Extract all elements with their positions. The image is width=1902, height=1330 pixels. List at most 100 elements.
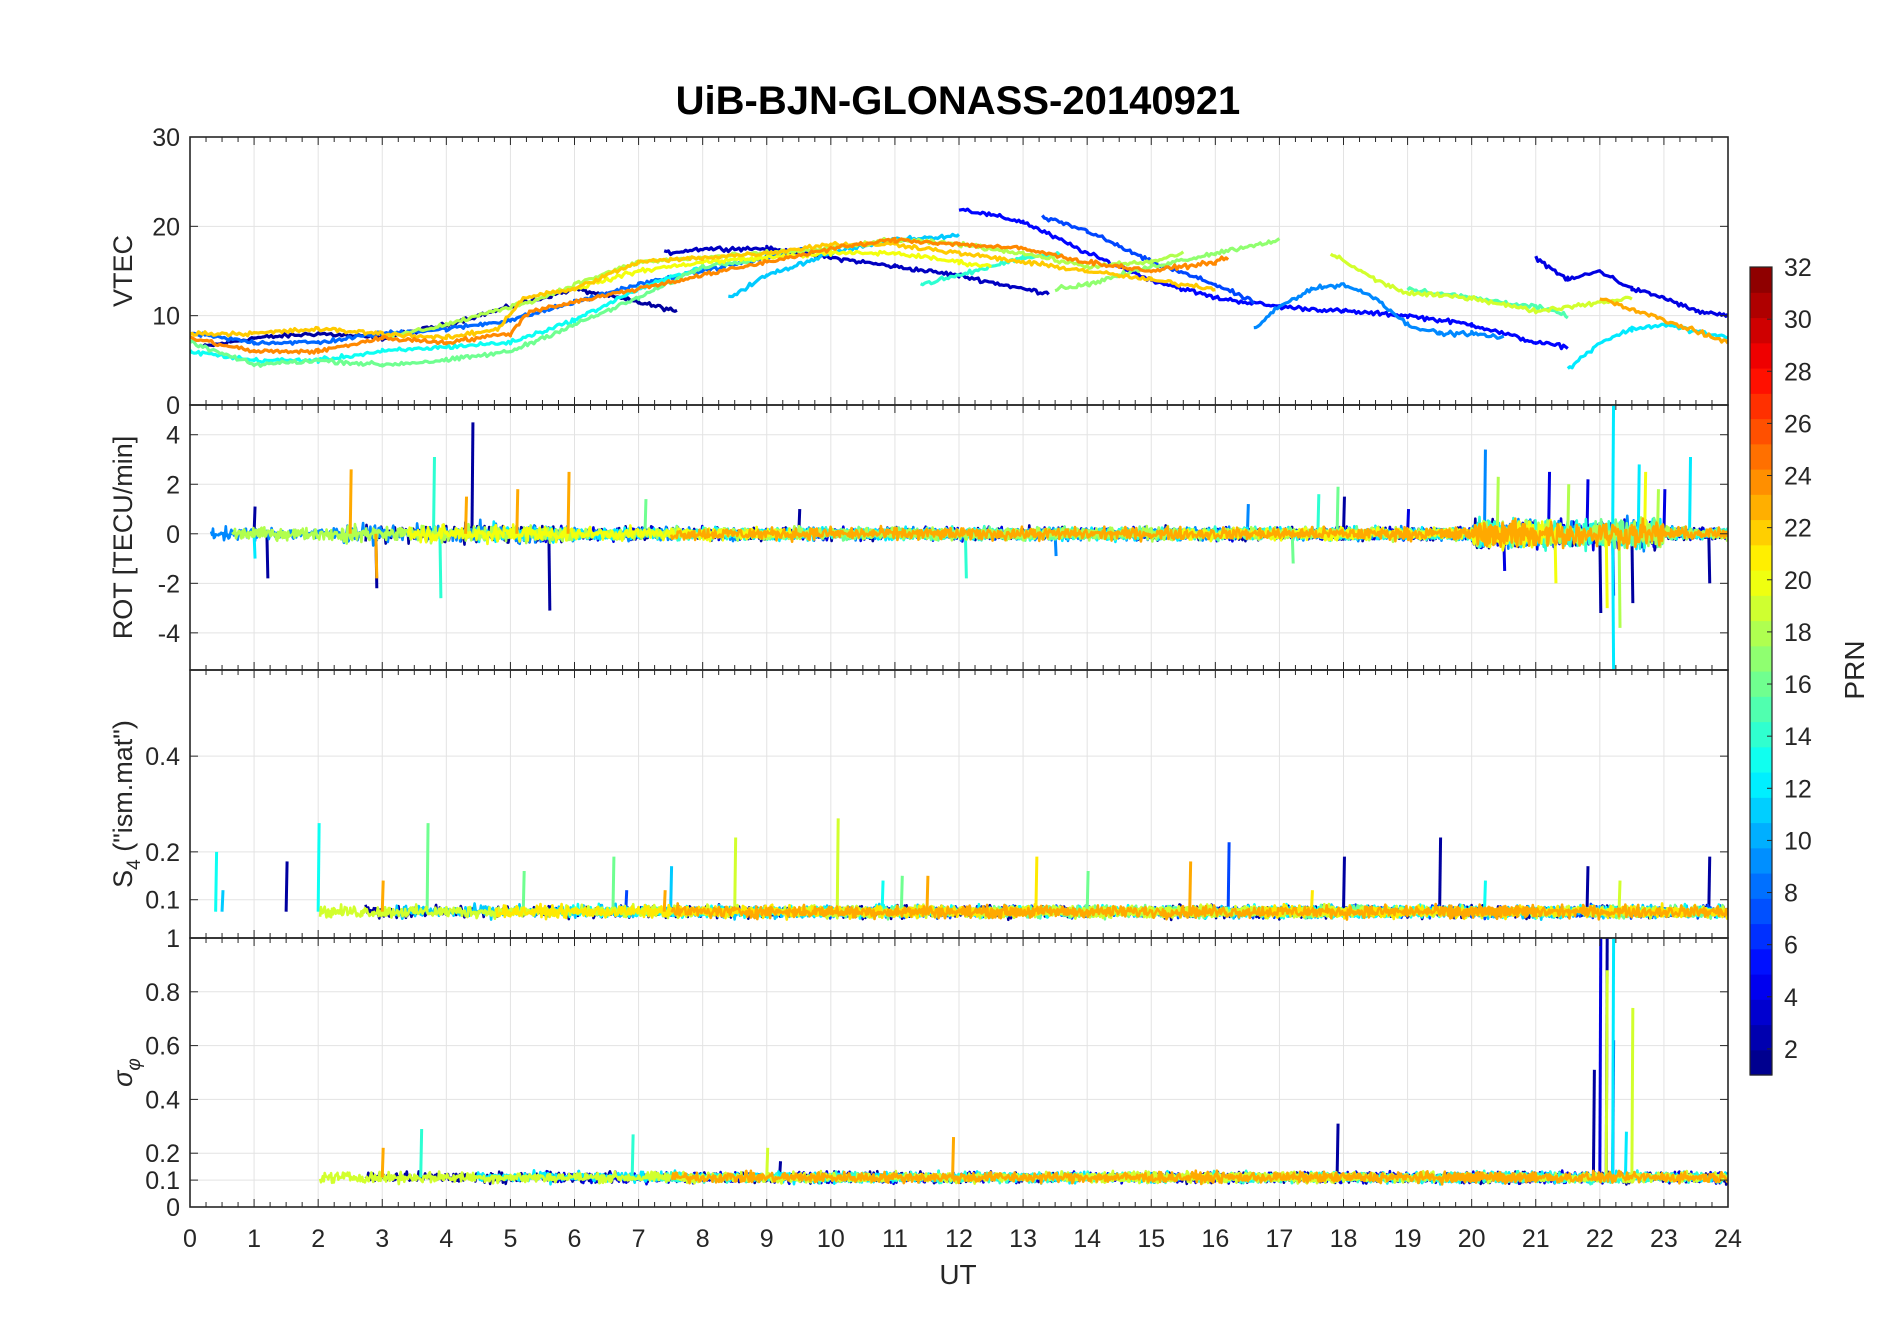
colorbar-segment bbox=[1750, 746, 1772, 773]
colorbar-tick-label: 16 bbox=[1784, 671, 1812, 699]
x-tick-label: 16 bbox=[1201, 1225, 1229, 1253]
y-tick-label: 0.1 bbox=[145, 887, 180, 915]
colorbar-tick-label: 6 bbox=[1784, 932, 1798, 960]
y-tick-label: 0.8 bbox=[145, 979, 180, 1007]
colorbar-segment bbox=[1750, 342, 1772, 369]
y-tick-label: 0.4 bbox=[145, 1086, 180, 1114]
sigma_phi-spike-prn-12 bbox=[1623, 1131, 1628, 1178]
colorbar-segment bbox=[1750, 544, 1772, 571]
rot-spike-prn-14 bbox=[1316, 494, 1321, 534]
s4-spike-prn-16 bbox=[611, 856, 616, 912]
sigma_phi-spike-prn-23 bbox=[380, 1147, 385, 1178]
rot-spike-prn-2 bbox=[265, 533, 270, 579]
y-tick-label: 0 bbox=[166, 392, 180, 420]
s4-spike-prn-23 bbox=[380, 880, 385, 912]
chart-title: UiB-BJN-GLONASS-20140921 bbox=[676, 79, 1241, 123]
x-tick-label: 7 bbox=[632, 1225, 646, 1253]
vtec-series-prn-20 bbox=[573, 249, 993, 292]
colorbar-segment bbox=[1750, 923, 1772, 950]
s4-spike-prn-16 bbox=[1085, 870, 1090, 912]
x-tick-label: 15 bbox=[1137, 1225, 1165, 1253]
x-tick-label: 20 bbox=[1458, 1225, 1486, 1253]
colorbar-tick-label: 30 bbox=[1784, 306, 1812, 334]
y-tick-label: 0.2 bbox=[145, 1140, 180, 1168]
colorbar-segment bbox=[1750, 418, 1772, 445]
vtec-series-prn-24 bbox=[190, 236, 1230, 355]
vtec-series-prn-8 bbox=[190, 246, 806, 346]
colorbar-tick-label: 4 bbox=[1784, 984, 1798, 1012]
colorbar-segment bbox=[1750, 368, 1772, 394]
colorbar-segment bbox=[1750, 898, 1772, 925]
colorbar-segment bbox=[1750, 317, 1772, 344]
colorbar-segment bbox=[1750, 292, 1772, 319]
y-axis-label: VTEC bbox=[108, 235, 138, 307]
rot-spike-prn-2 bbox=[470, 422, 475, 534]
colorbar-segment bbox=[1750, 1024, 1772, 1051]
colorbar-segment bbox=[1750, 873, 1772, 899]
colorbar-tick-label: 8 bbox=[1784, 880, 1798, 908]
colorbar-segment bbox=[1750, 1049, 1772, 1076]
sigma_phi-spike-prn-23 bbox=[951, 1137, 956, 1178]
vtec-series-prn-9 bbox=[1253, 282, 1505, 340]
s4-spike-prn-13 bbox=[316, 823, 321, 912]
plot-area bbox=[190, 207, 1728, 370]
colorbar-tick-label: 2 bbox=[1784, 1036, 1798, 1064]
colorbar-tick-label: 12 bbox=[1784, 775, 1812, 803]
rot-spike-prn-16 bbox=[643, 499, 648, 534]
s4-series-prn-23 bbox=[1439, 903, 1728, 921]
rot-spike-prn-12 bbox=[252, 533, 257, 559]
vtec-series-prn-23 bbox=[1599, 297, 1728, 345]
rot-series-prn-23 bbox=[670, 517, 1538, 548]
plot-area bbox=[214, 818, 1728, 922]
s4-spike-prn-2 bbox=[1585, 866, 1590, 912]
x-tick-label: 21 bbox=[1522, 1225, 1550, 1253]
rot-spike-prn-18 bbox=[1566, 484, 1571, 534]
x-tick-label: 12 bbox=[945, 1225, 973, 1253]
s4-spike-prn-23 bbox=[925, 875, 930, 912]
rot-spike-prn-23 bbox=[566, 471, 571, 534]
y-tick-label: 1 bbox=[166, 925, 180, 953]
colorbar-segment bbox=[1750, 721, 1772, 748]
colorbar-segment bbox=[1750, 948, 1772, 975]
s4-spike-prn-11 bbox=[220, 890, 225, 912]
sigma_phi-spike-prn-14 bbox=[630, 1134, 635, 1178]
colorbar-frame bbox=[1749, 266, 1773, 1076]
s4-spike-prn-7 bbox=[1226, 842, 1231, 912]
y-tick-label: 0.1 bbox=[145, 1167, 180, 1195]
rot-spike-prn-14 bbox=[963, 533, 968, 579]
x-tick-label: 17 bbox=[1266, 1225, 1294, 1253]
s4-spike-prn-23 bbox=[662, 890, 667, 912]
rot-spike-prn-12 bbox=[1636, 464, 1641, 534]
rot-spike-prn-20 bbox=[1643, 471, 1648, 534]
x-tick-label: 8 bbox=[696, 1225, 710, 1253]
rot-spike-prn-18 bbox=[1495, 476, 1500, 534]
colorbar-tick-label: 20 bbox=[1784, 567, 1812, 595]
sigma_phi-series-prn-23 bbox=[1439, 1169, 1728, 1185]
s4-spike-prn-19 bbox=[733, 837, 738, 912]
s4-spike-prn-19 bbox=[835, 818, 840, 912]
vtec-series-prn-13 bbox=[190, 264, 705, 365]
colorbar-segment bbox=[1750, 620, 1772, 647]
colorbar-segment bbox=[1750, 645, 1772, 672]
rot-spike-prn-14 bbox=[438, 533, 443, 599]
colorbar-segment bbox=[1750, 469, 1772, 495]
x-tick-label: 4 bbox=[439, 1225, 453, 1253]
s4-spike-prn-21 bbox=[1034, 856, 1039, 912]
colorbar-segment bbox=[1750, 772, 1772, 798]
rot-spike-prn-9 bbox=[1482, 449, 1487, 534]
rot-spike-prn-12 bbox=[1688, 456, 1693, 534]
colorbar-tick-label: 26 bbox=[1784, 410, 1812, 438]
rot-spike-prn-16 bbox=[1335, 486, 1340, 534]
rot-series-prn-23 bbox=[1439, 517, 1728, 551]
colorbar-tick-label: 32 bbox=[1784, 254, 1812, 282]
s4-spike-prn-13 bbox=[214, 851, 219, 912]
vtec-series-prn-4 bbox=[1534, 255, 1728, 318]
colorbar-segment bbox=[1750, 443, 1772, 470]
sigma_phi-spike-prn-14 bbox=[419, 1128, 424, 1178]
rot-spike-prn-2 bbox=[547, 533, 552, 611]
s4-spike-prn-2 bbox=[1342, 856, 1346, 912]
x-tick-label: 14 bbox=[1073, 1225, 1101, 1253]
sigma_phi-spike-prn-12 bbox=[1611, 938, 1616, 1178]
colorbar-tick-label: 24 bbox=[1784, 463, 1812, 491]
